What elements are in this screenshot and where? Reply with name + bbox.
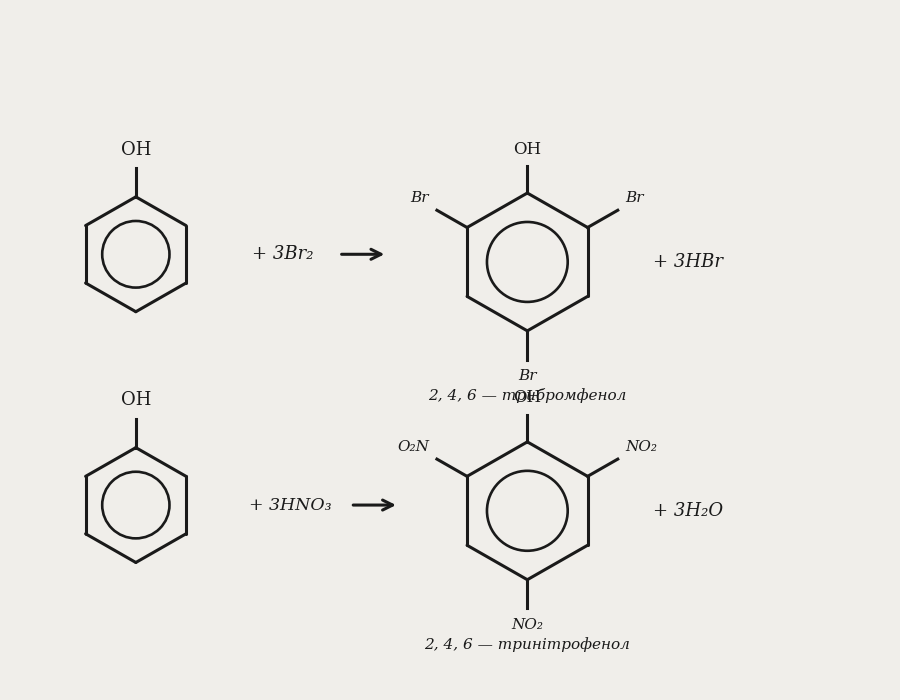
Text: Br: Br (410, 192, 429, 206)
Text: 2, 4, 6 — тринітрофенол: 2, 4, 6 — тринітрофенол (425, 637, 630, 652)
Text: Br: Br (518, 369, 536, 383)
Text: + 3H₂O: + 3H₂O (653, 502, 723, 520)
Text: Br: Br (626, 192, 644, 206)
Text: + 3HNO₃: + 3HNO₃ (249, 496, 331, 514)
Text: 2, 4, 6 — трибромфенол: 2, 4, 6 — трибромфенол (428, 389, 626, 403)
Text: NO₂: NO₂ (626, 440, 658, 454)
Text: + 3Br₂: + 3Br₂ (252, 245, 313, 263)
Text: O₂N: O₂N (397, 440, 429, 454)
Text: + 3HBr: + 3HBr (653, 253, 723, 271)
Text: OH: OH (513, 389, 542, 407)
Text: NO₂: NO₂ (511, 618, 544, 632)
Text: OH: OH (121, 391, 151, 409)
Text: OH: OH (513, 141, 542, 158)
Text: OH: OH (121, 141, 151, 159)
